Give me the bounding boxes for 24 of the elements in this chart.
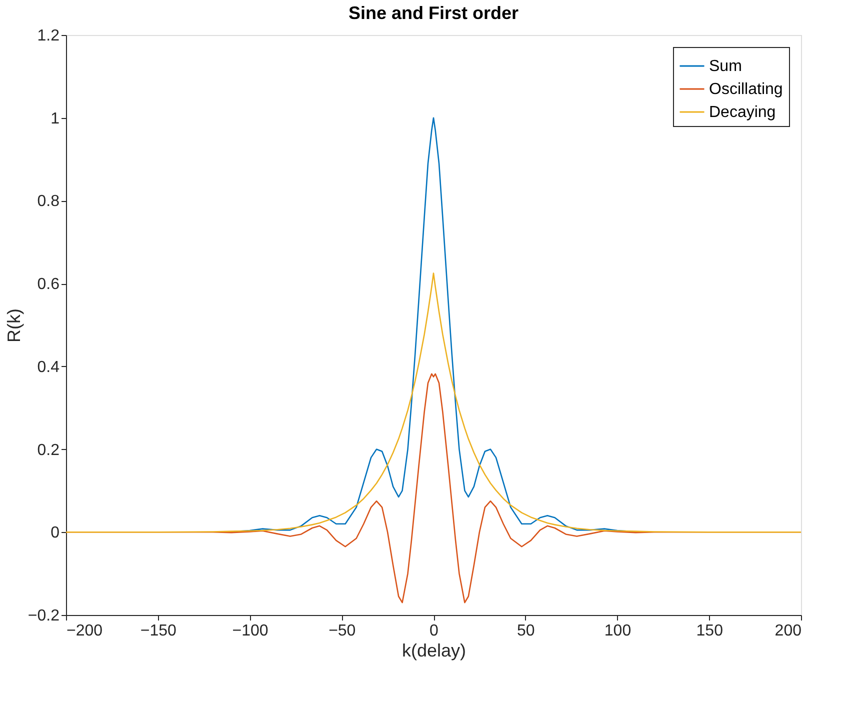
legend-label: Sum: [709, 58, 742, 75]
line-series: [65, 272, 802, 533]
y-tick-label: 0.8: [37, 193, 60, 210]
chart-title: Sine and First order: [348, 3, 519, 23]
y-tick-label: 0.6: [37, 276, 60, 294]
x-tick-label: 200: [774, 622, 802, 640]
legend-label: Oscillating: [709, 81, 783, 98]
y-tick-label: 0: [50, 524, 60, 542]
y-tick-label: 0.2: [37, 442, 60, 459]
x-tick-label: 50: [516, 622, 535, 640]
x-tick-label: −50: [328, 622, 356, 640]
legend-label: Decaying: [709, 104, 776, 121]
x-tick-label: 100: [604, 622, 632, 640]
y-tick-label: 0.4: [37, 358, 60, 376]
x-tick-label: −100: [232, 622, 268, 640]
x-tick-label: −200: [66, 622, 103, 640]
y-axis-title: R(k): [4, 308, 24, 342]
x-tick-label: 150: [696, 622, 724, 640]
y-tick-label: 1.2: [37, 28, 60, 44]
y-tick-label: 1: [50, 110, 60, 128]
x-axis-title: k(delay): [402, 640, 466, 660]
x-tick-label: 0: [430, 622, 439, 640]
x-tick-label: −150: [140, 622, 176, 640]
y-tick-label: −0.2: [28, 608, 60, 624]
